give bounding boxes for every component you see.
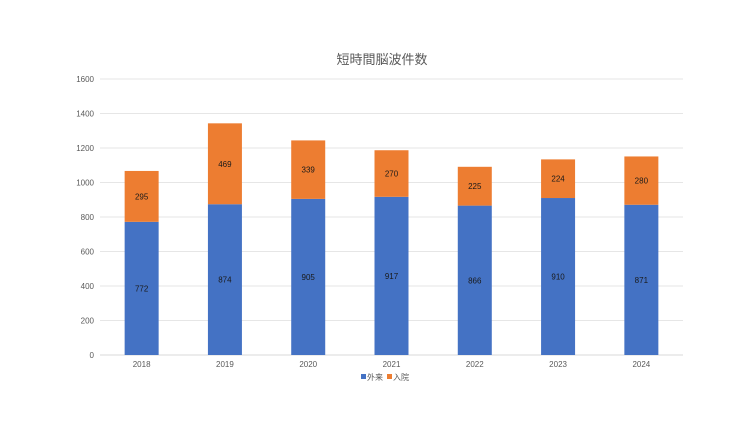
data-label: 871: [635, 276, 649, 285]
y-tick-label: 0: [90, 351, 95, 360]
chart-title: 短時間脳波件数: [336, 53, 427, 68]
y-tick-label: 1200: [76, 144, 94, 153]
bar-segment: [541, 159, 576, 199]
y-tick-label: 200: [81, 317, 95, 326]
data-labels: 772 295 874 469 905 339 917 270 866 225 910 224 871 2…: [135, 160, 649, 294]
x-tick-label: 2021: [383, 360, 401, 369]
legend-swatch: [361, 374, 366, 379]
bars: [124, 123, 659, 355]
data-label: 905: [302, 273, 316, 282]
legend-entry: 入院: [393, 372, 409, 382]
bar-segment: [124, 170, 159, 222]
bar-segment: [457, 166, 492, 206]
data-label: 866: [468, 276, 482, 285]
x-tick-label: 2020: [299, 360, 317, 369]
x-tick-label: 2023: [549, 360, 567, 369]
x-tick-label: 2019: [216, 360, 234, 369]
bar-segment: [207, 204, 242, 355]
data-label: 280: [635, 177, 649, 186]
data-label: 910: [551, 273, 565, 282]
bar-segment: [291, 140, 326, 199]
y-tick-label: 600: [81, 248, 95, 257]
data-label: 295: [135, 192, 149, 201]
data-label: 270: [385, 170, 399, 179]
y-tick-label: 400: [81, 282, 95, 291]
data-label: 469: [218, 160, 232, 169]
bar-segment: [124, 221, 159, 355]
bar-segment: [624, 156, 659, 205]
bar-segment: [291, 198, 326, 355]
legend: 外来 入院: [361, 372, 409, 382]
data-label: 339: [302, 166, 316, 175]
x-tick-label: 2018: [133, 360, 151, 369]
bar-segment: [374, 196, 409, 355]
bar-segment: [624, 204, 659, 355]
legend-entry: 外来: [367, 372, 383, 382]
x-tick-label: 2022: [466, 360, 484, 369]
data-label: 772: [135, 284, 149, 293]
bar-segment: [541, 198, 576, 355]
y-tick-label: 1600: [76, 75, 94, 84]
legend-swatch: [387, 374, 392, 379]
bar-segment: [207, 123, 242, 205]
y-tick-label: 1400: [76, 110, 94, 119]
y-tick-label: 800: [81, 213, 95, 222]
y-tick-label: 1000: [76, 179, 94, 188]
data-label: 917: [385, 272, 399, 281]
bar-segment: [374, 150, 409, 197]
x-axis: 2018 2019 2020 2021 2022 2023 2024: [133, 360, 651, 369]
data-label: 874: [218, 276, 232, 285]
data-label: 224: [551, 175, 565, 184]
y-axis: 0 200 400 600 800 1000 1200 1400 1600: [76, 75, 94, 360]
bar-segment: [457, 205, 492, 355]
data-label: 225: [468, 182, 482, 191]
x-tick-label: 2024: [632, 360, 650, 369]
